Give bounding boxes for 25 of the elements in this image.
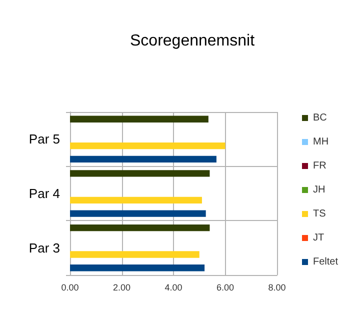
bar [70,142,226,150]
bar [70,210,206,217]
x-tick-label: 2.00 [112,282,131,292]
x-tick-label: 6.00 [216,282,234,292]
x-tick-label: 4.00 [164,282,182,292]
bar [70,116,208,122]
legend-label: Feltet [312,256,338,268]
legend-label: JT [312,232,324,244]
bar [70,196,202,204]
bar [70,264,205,272]
legend-label: TS [312,208,326,220]
legend-label: FR [312,160,326,172]
legend-label: MH [312,136,329,148]
legend-label: JH [312,184,326,196]
y-tick-label: Par 3 [28,240,60,256]
bar [70,156,216,163]
bar [70,170,210,177]
legend-label: BC [312,112,327,124]
x-tick-label: 8.00 [268,282,286,292]
y-tick-label: Par 4 [28,186,60,201]
y-tick-label: Par 5 [28,132,60,147]
chart-title: Scoregennemsnit [130,32,256,50]
x-tick-label: 0.00 [61,282,79,292]
bar [70,251,200,258]
bar [70,224,210,232]
